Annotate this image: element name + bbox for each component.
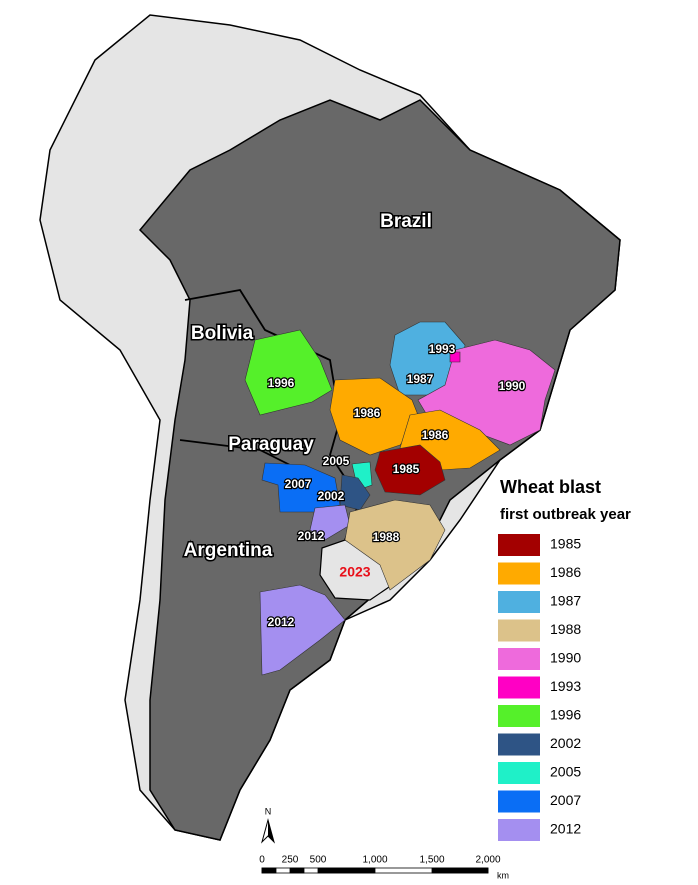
region-1985 (374, 444, 446, 496)
legend-title: Wheat blast (500, 477, 601, 497)
scale-bar (261, 867, 489, 874)
legend-swatch (498, 648, 540, 670)
region-label: 2005 (323, 454, 350, 468)
region-label: 1987 (407, 372, 434, 386)
region-1996 (244, 329, 333, 416)
region-label: 2023 (339, 564, 370, 580)
region-label: 1985 (393, 462, 420, 476)
legend-label: 1996 (550, 707, 581, 723)
region-2012b (259, 584, 346, 676)
legend-swatch (498, 591, 540, 613)
region-label: 1990 (499, 379, 526, 393)
country-label: Paraguay (228, 434, 314, 455)
region-label: 1986 (422, 428, 449, 442)
region-label: 1988 (373, 530, 400, 544)
region-2002 (339, 474, 371, 511)
legend-label: 1990 (550, 650, 581, 666)
region-1986a (329, 377, 421, 456)
region-1993 (449, 351, 461, 363)
region-label: 1986 (354, 406, 381, 420)
legend-label: 1993 (550, 678, 581, 694)
legend-swatch (498, 534, 540, 556)
legend-swatch (498, 819, 540, 841)
legend-swatch (498, 619, 540, 642)
legend-label: 2012 (550, 821, 581, 837)
legend-label: 2002 (550, 735, 581, 751)
north-arrow-half (268, 820, 274, 842)
region-label: 2012 (268, 615, 295, 629)
legend: 1985 1986 1987 1988 1990 1993 1996 2002 2005 2007… (498, 534, 581, 841)
scale-label: 500 (310, 855, 327, 866)
legend-label: 1987 (550, 593, 581, 609)
legend-label: 1988 (550, 621, 581, 637)
scale-label: 0 (259, 855, 265, 866)
scale-label: 1,000 (362, 855, 387, 866)
region-label: 1996 (268, 376, 295, 390)
region-2012a (309, 504, 351, 541)
north-label: N (265, 806, 272, 816)
legend-label: 2007 (550, 792, 581, 808)
legend-swatch (498, 733, 540, 756)
region-label: 2002 (318, 489, 345, 503)
legend-label: 1985 (550, 536, 581, 552)
country-label: Bolivia (191, 323, 254, 344)
region-label: 2007 (285, 477, 312, 491)
scale-label: 250 (282, 855, 299, 866)
region-label: 2012 (298, 529, 325, 543)
legend-swatch (498, 705, 540, 727)
scale-label: 2,000 (475, 855, 500, 866)
legend-label: 1986 (550, 564, 581, 580)
legend-swatch (498, 790, 540, 813)
country-label: Argentina (184, 540, 273, 561)
region-1988 (344, 499, 446, 591)
region-label: 1993 (429, 342, 456, 356)
legend-label: 2005 (550, 764, 581, 780)
legend-swatch (498, 762, 540, 784)
legend-subtitle: first outbreak year (500, 506, 631, 523)
country-label: Brazil (380, 211, 432, 232)
scale-label: 1,500 (419, 855, 444, 866)
legend-swatch (498, 676, 540, 699)
legend-swatch (498, 562, 540, 585)
scale-unit: km (497, 870, 509, 880)
